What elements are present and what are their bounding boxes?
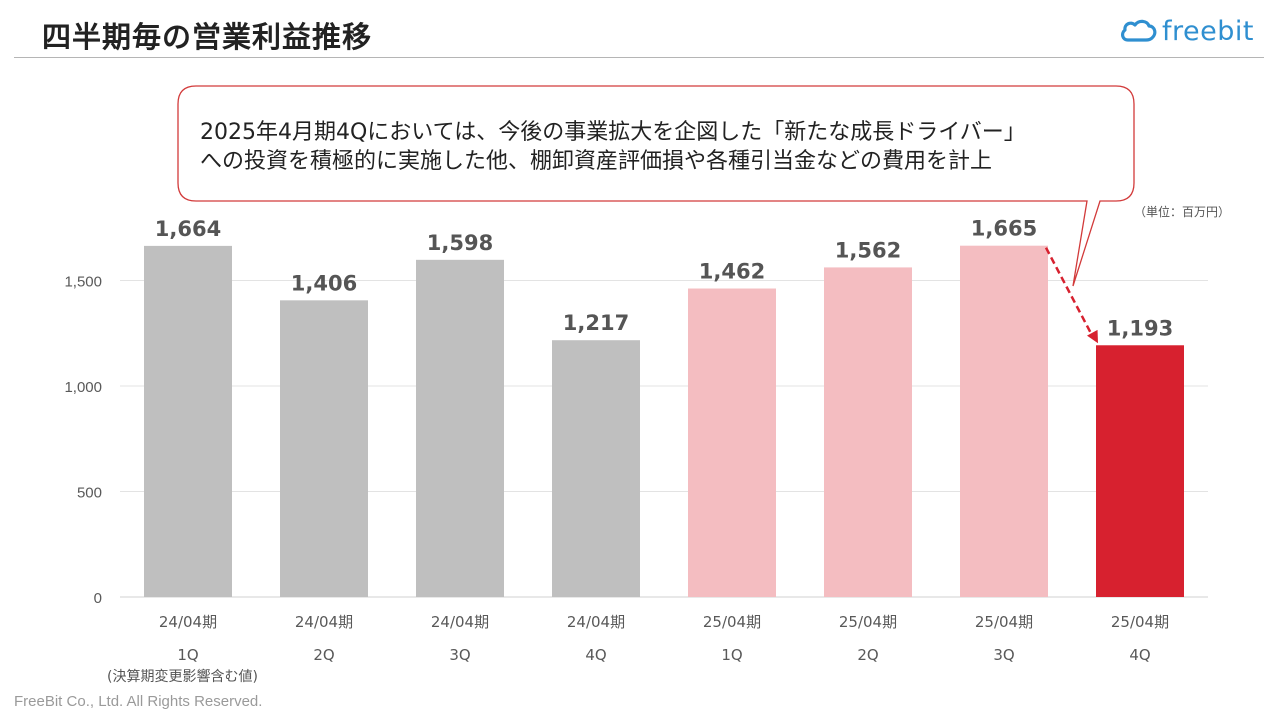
bar: [552, 340, 640, 597]
bar-value-label: 1,598: [427, 231, 493, 255]
freebit-cloud-icon: [1121, 19, 1157, 42]
callout-bubble: [177, 85, 1135, 287]
bar: [824, 267, 912, 597]
copyright-footer: FreeBit Co., Ltd. All Rights Reserved.: [14, 693, 263, 710]
arrow-head: [1086, 329, 1098, 344]
bar: [416, 259, 504, 597]
page-title: 四半期毎の営業利益推移: [42, 20, 373, 54]
x-quarter-label: 1Q: [177, 646, 198, 664]
bar-value-label: 1,406: [291, 271, 357, 295]
x-quarter-label: 2Q: [857, 646, 878, 664]
x-period-label: 25/04期: [1111, 613, 1169, 631]
callout-box: [177, 85, 1135, 287]
logo-text: freebit: [1162, 15, 1254, 47]
y-tick-label: 0: [94, 590, 102, 607]
bar: [280, 300, 368, 597]
bars: [144, 245, 1184, 597]
y-tick-label: 500: [77, 485, 102, 502]
x-period-label: 24/04期: [159, 613, 217, 631]
decline-arrow: [1044, 247, 1098, 344]
bar: [1096, 345, 1184, 597]
x-quarter-label: 2Q: [313, 646, 334, 664]
bar-value-label: 1,664: [155, 217, 221, 241]
arrow-shaft: [1044, 247, 1094, 336]
callout-text: 2025年4月期4Qにおいては、今後の事業拡大を企図した「新たな成長ドライバー」…: [200, 118, 1120, 176]
title-divider: [14, 57, 1264, 58]
bar-value-label: 1,217: [563, 311, 629, 335]
freebit-logo: freebit: [1120, 15, 1254, 47]
callout-line-2: への投資を積極的に実施した他、棚卸資産評価損や各種引当金などの費用を計上: [200, 149, 993, 174]
x-quarter-label: 4Q: [1129, 646, 1150, 664]
bar: [688, 288, 776, 597]
unit-label: （単位：百万円）: [1134, 205, 1231, 219]
x-quarter-label: 1Q: [721, 646, 742, 664]
x-period-label: 24/04期: [295, 613, 353, 631]
x-quarter-label: 4Q: [585, 646, 606, 664]
bar-value-label: 1,193: [1107, 316, 1173, 340]
x-period-label: 25/04期: [839, 613, 897, 631]
x-quarter-label: 3Q: [449, 646, 470, 664]
bar-value-label: 1,665: [971, 217, 1037, 241]
bar-value-label: 1,462: [699, 260, 765, 284]
x-period-label: 25/04期: [703, 613, 761, 631]
bar-value-label: 1,562: [835, 238, 901, 262]
x-period-label: 24/04期: [567, 613, 625, 631]
x-quarter-label: 3Q: [993, 646, 1014, 664]
fiscal-change-note: (決算期変更影響含む値): [107, 669, 258, 685]
bar: [960, 245, 1048, 597]
y-tick-label: 1,000: [64, 379, 102, 396]
callout-line-1: 2025年4月期4Qにおいては、今後の事業拡大を企図した「新たな成長ドライバー」: [200, 120, 1026, 145]
x-period-label: 24/04期: [431, 613, 489, 631]
x-period-label: 25/04期: [975, 613, 1033, 631]
y-tick-label: 1,500: [64, 274, 102, 291]
labels: 0 500 1,000 1,500 1,664 24/04期 1Q 1,406 24/04期 2Q…: [64, 217, 1173, 664]
bar: [144, 245, 232, 597]
